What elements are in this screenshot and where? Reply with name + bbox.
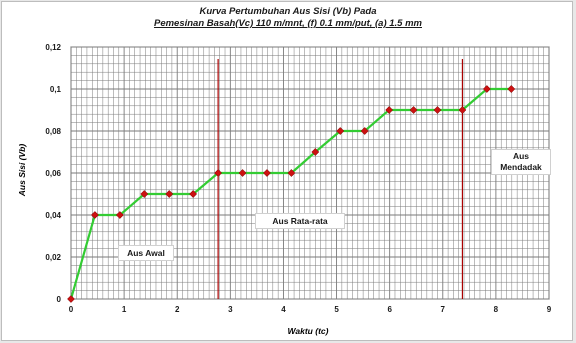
data-point <box>214 169 223 177</box>
y-tick-label: 0 <box>57 295 62 304</box>
data-point <box>263 169 271 177</box>
data-point <box>115 211 124 219</box>
y-tick-label: 0,06 <box>45 169 61 178</box>
annotation-aus-rata-rata: Aus Rata-rata <box>255 213 345 229</box>
y-tick-label: 0,04 <box>45 211 61 220</box>
data-point <box>140 190 149 198</box>
data-point <box>311 148 320 156</box>
y-tick-label: 0,08 <box>45 127 61 136</box>
x-tick-label: 6 <box>387 305 392 314</box>
x-tick-label: 9 <box>547 305 552 314</box>
data-point <box>90 211 99 219</box>
chart-title: Kurva Pertumbuhan Aus Sisi (Vb) Pada <box>199 6 377 17</box>
x-tick-label: 3 <box>228 305 233 314</box>
x-tick-label: 8 <box>494 305 499 314</box>
x-tick-label: 2 <box>175 305 180 314</box>
data-point <box>507 85 516 93</box>
annotation-aus-mendadak: Aus Mendadak <box>491 149 551 175</box>
data-point <box>238 169 247 177</box>
tick-labels: 0 1 2 3 4 5 6 7 8 9 0 0,02 0,04 0,06 0,08 0,1 0,12 <box>45 43 551 314</box>
series-wear <box>67 85 516 303</box>
chart-subtitle: Pemesinan Basah(Vc) 110 m/mnt, (f) 0.1 m… <box>153 18 422 29</box>
y-axis-label: Aus Sisi (Vb) <box>17 143 27 197</box>
annotation-aus-awal: Aus Awal <box>118 245 174 261</box>
data-point <box>165 190 174 198</box>
x-tick-label: 5 <box>334 305 339 314</box>
data-point <box>189 190 198 198</box>
data-point <box>458 106 467 114</box>
data-point <box>287 169 296 177</box>
x-tick-label: 0 <box>69 305 74 314</box>
x-axis-label: Waktu (tc) <box>287 326 329 336</box>
data-point <box>336 127 345 135</box>
data-point <box>433 106 442 114</box>
y-tick-label: 0,02 <box>45 253 61 262</box>
data-point <box>482 85 491 93</box>
x-tick-label: 1 <box>122 305 127 314</box>
y-tick-label: 0,1 <box>50 85 62 94</box>
annotation-aus-mendadak-line2: Mendadak <box>500 162 542 172</box>
x-tick-label: 7 <box>441 305 446 314</box>
y-tick-label: 0,12 <box>45 43 61 52</box>
annotation-aus-mendadak-line1: Aus <box>512 151 530 161</box>
phase-lines <box>217 59 464 299</box>
data-point <box>360 127 369 135</box>
data-point <box>409 106 418 114</box>
data-point <box>385 106 394 114</box>
data-point <box>67 295 75 303</box>
x-tick-label: 4 <box>281 305 286 314</box>
